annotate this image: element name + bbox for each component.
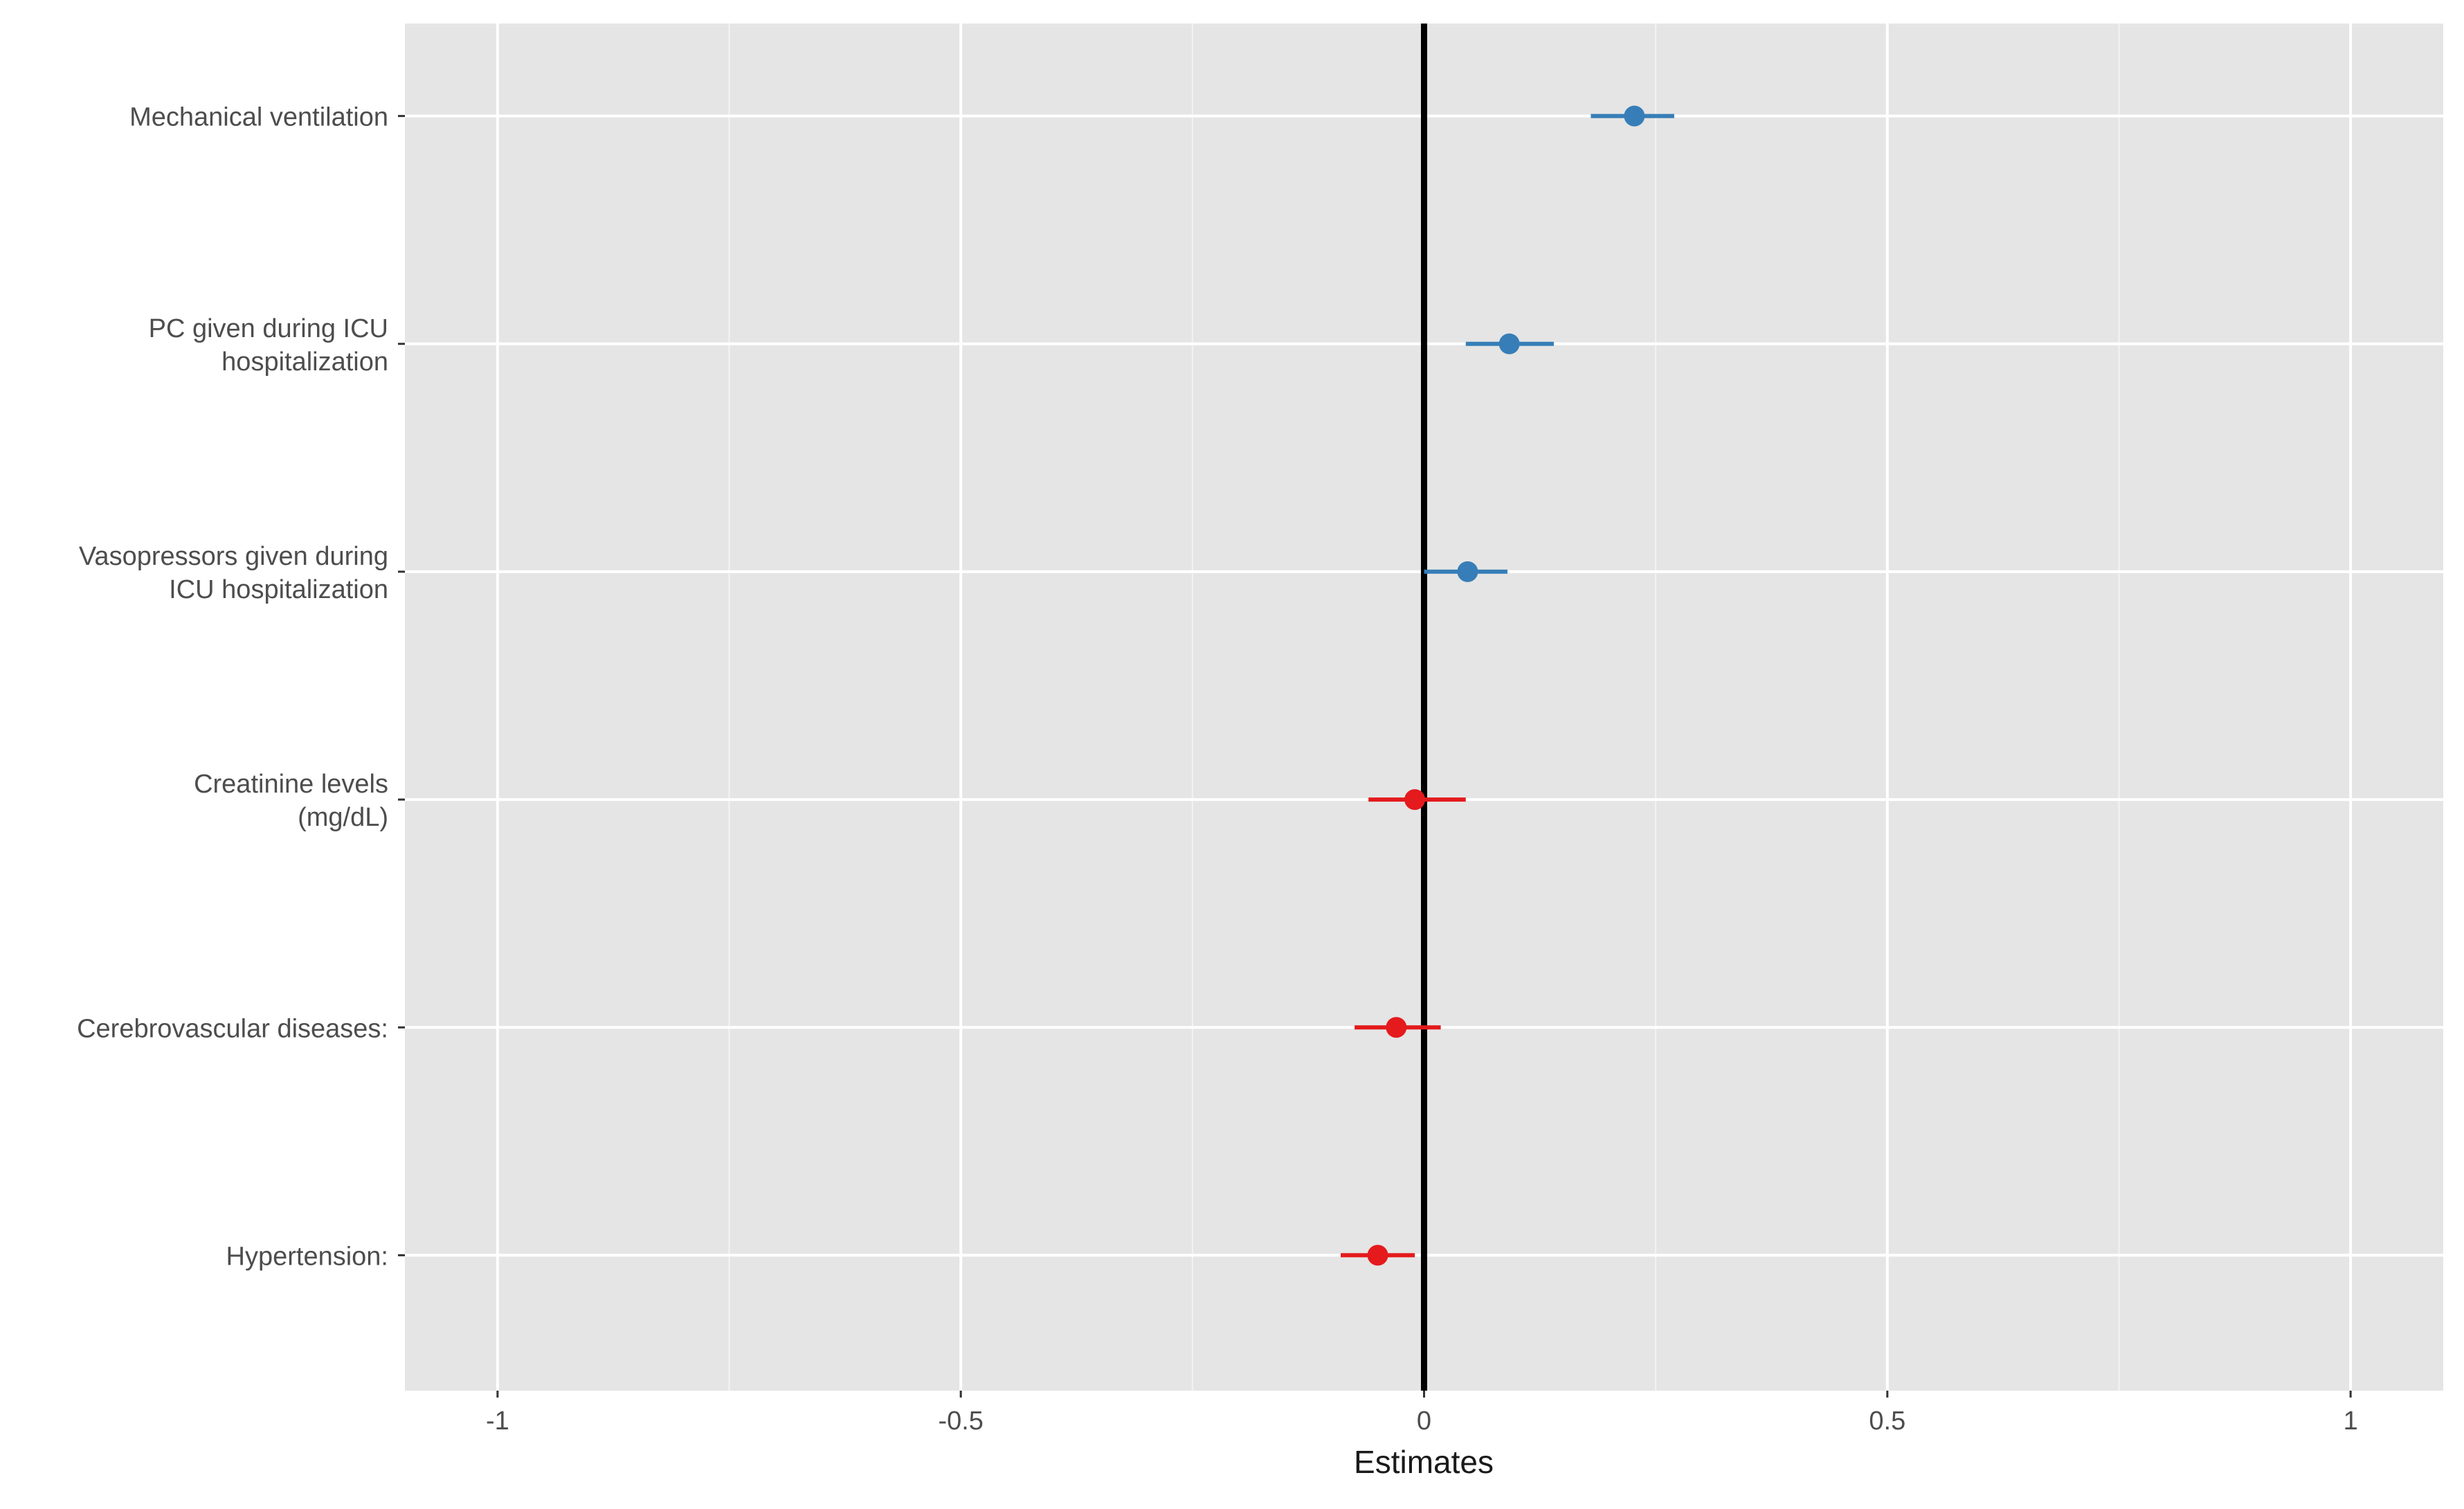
x-tick-label: -1 (486, 1407, 509, 1436)
y-axis-label: Creatinine levels (194, 770, 388, 799)
y-axis-label: Mechanical ventilation (129, 103, 388, 132)
estimate-point (1498, 333, 1520, 354)
data-marks (1341, 105, 1674, 1266)
y-axis-label: PC given during ICU (149, 314, 388, 343)
x-axis-title: Estimates (1354, 1444, 1494, 1480)
estimate-point (1624, 105, 1645, 127)
y-axis-label: Cerebrovascular diseases: (77, 1014, 388, 1043)
x-axis-tick-labels: -1 -0.5 0 0.5 1 (486, 1391, 2358, 1436)
x-tick-label: -0.5 (938, 1407, 983, 1436)
y-axis-label: Vasopressors given during (79, 542, 388, 571)
y-axis-label: ICU hospitalization (169, 575, 388, 604)
x-tick-label: 1 (2344, 1407, 2358, 1436)
y-axis-label: (mg/dL) (298, 803, 388, 832)
estimate-point (1404, 789, 1426, 811)
y-axis-label: hospitalization (221, 347, 388, 377)
estimate-point (1457, 561, 1478, 582)
estimate-point (1386, 1017, 1407, 1038)
x-tick-label: 0.5 (1869, 1407, 1905, 1436)
y-axis-label: Hypertension: (226, 1242, 388, 1271)
estimate-point (1367, 1245, 1388, 1266)
y-axis-labels: Mechanical ventilation PC given during IC… (77, 103, 405, 1271)
x-tick-label: 0 (1417, 1407, 1431, 1436)
